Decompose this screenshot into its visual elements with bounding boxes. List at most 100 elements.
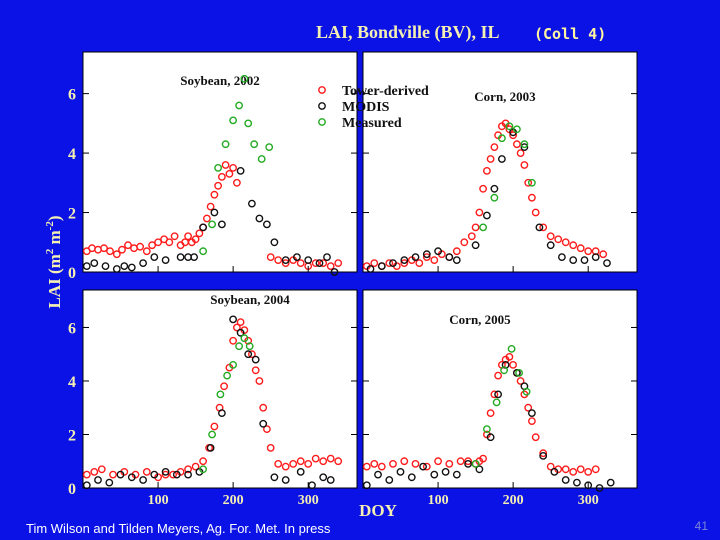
panel-frame-bottom-right bbox=[362, 289, 638, 489]
point-modis bbox=[304, 256, 313, 264]
point-tower-derived bbox=[206, 202, 215, 211]
point-measured bbox=[216, 390, 225, 399]
point-modis bbox=[296, 467, 305, 476]
legend-marker bbox=[318, 102, 326, 110]
point-modis bbox=[259, 419, 268, 428]
point-tower-derived bbox=[220, 382, 229, 391]
point-modis bbox=[558, 253, 566, 262]
point-measured bbox=[208, 430, 217, 439]
point-tower-derived bbox=[304, 459, 313, 468]
point-measured bbox=[245, 342, 254, 351]
point-tower-derived bbox=[509, 360, 517, 369]
point-tower-derived bbox=[389, 459, 397, 468]
point-tower-derived bbox=[456, 457, 465, 466]
point-tower-derived bbox=[289, 459, 298, 468]
point-modis bbox=[464, 459, 472, 468]
point-tower-derived bbox=[334, 457, 343, 466]
point-tower-derived bbox=[191, 462, 200, 471]
panel-frame-bottom-left bbox=[82, 289, 358, 489]
point-tower-derived bbox=[118, 245, 126, 254]
point-tower-derived bbox=[411, 459, 420, 468]
point-tower-derived bbox=[460, 238, 469, 247]
point-tower-derived bbox=[259, 403, 268, 412]
point-measured bbox=[497, 134, 506, 143]
point-tower-derived bbox=[217, 172, 226, 181]
point-modis bbox=[569, 256, 578, 264]
point-modis bbox=[281, 256, 290, 264]
panel-label: Soybean, 2002 bbox=[180, 73, 259, 88]
point-measured bbox=[500, 366, 508, 375]
point-tower-derived bbox=[415, 259, 424, 267]
point-modis bbox=[116, 470, 125, 479]
y-tick-label: 6 bbox=[68, 320, 76, 337]
point-tower-derived bbox=[591, 465, 600, 474]
point-tower-derived bbox=[531, 433, 540, 442]
citation: Tim Wilson and Tilden Meyers, Ag. For. M… bbox=[26, 521, 331, 536]
point-tower-derived bbox=[561, 238, 570, 247]
point-tower-derived bbox=[274, 459, 283, 468]
point-modis bbox=[595, 484, 604, 492]
point-tower-derived bbox=[195, 229, 204, 238]
point-tower-derived bbox=[490, 390, 499, 399]
point-tower-derived bbox=[229, 336, 238, 345]
point-modis bbox=[486, 433, 495, 442]
y-tick-label: 2 bbox=[68, 206, 76, 223]
point-modis bbox=[105, 478, 114, 487]
y-tick-label: 4 bbox=[68, 146, 76, 163]
point-measured bbox=[199, 465, 208, 474]
point-tower-derived bbox=[370, 459, 379, 468]
point-tower-derived bbox=[97, 465, 106, 474]
point-tower-derived bbox=[524, 178, 533, 187]
point-tower-derived bbox=[142, 247, 151, 256]
point-tower-derived bbox=[191, 235, 200, 244]
y-tick-label: 6 bbox=[68, 87, 76, 104]
point-tower-derived bbox=[452, 247, 461, 256]
legend-marker bbox=[318, 86, 326, 94]
point-tower-derived bbox=[531, 208, 540, 217]
point-tower-derived bbox=[362, 462, 371, 471]
point-modis bbox=[244, 350, 253, 359]
point-measured bbox=[528, 178, 536, 187]
point-measured bbox=[235, 342, 244, 351]
point-modis bbox=[389, 259, 397, 267]
point-tower-derived bbox=[154, 238, 163, 247]
point-modis bbox=[90, 259, 99, 267]
y-tick-label: 2 bbox=[68, 427, 76, 444]
point-modis bbox=[434, 247, 442, 256]
point-tower-derived bbox=[184, 232, 193, 241]
point-modis bbox=[411, 253, 420, 262]
point-modis bbox=[561, 476, 570, 484]
point-measured bbox=[250, 140, 259, 149]
point-modis bbox=[150, 470, 159, 479]
point-tower-derived bbox=[516, 377, 525, 385]
point-tower-derived bbox=[296, 457, 305, 466]
point-tower-derived bbox=[169, 470, 178, 479]
point-modis bbox=[139, 476, 148, 484]
point-tower-derived bbox=[184, 465, 193, 474]
x-tick-label: 300 bbox=[578, 493, 599, 508]
point-modis bbox=[475, 465, 484, 474]
panel-label: Corn, 2003 bbox=[474, 89, 536, 104]
point-tower-derived bbox=[513, 140, 521, 149]
point-tower-derived bbox=[221, 161, 230, 169]
point-tower-derived bbox=[311, 454, 320, 463]
point-modis bbox=[407, 473, 416, 482]
legend-label: Measured bbox=[342, 116, 402, 131]
point-modis bbox=[94, 476, 102, 484]
point-tower-derived bbox=[266, 253, 275, 262]
point-modis bbox=[326, 476, 335, 484]
point-modis bbox=[217, 409, 226, 417]
point-modis bbox=[573, 478, 581, 487]
point-tower-derived bbox=[334, 259, 343, 267]
point-modis bbox=[520, 143, 529, 152]
point-tower-derived bbox=[82, 470, 91, 479]
point-tower-derived bbox=[255, 377, 264, 385]
point-tower-derived bbox=[434, 457, 442, 466]
point-modis bbox=[139, 259, 148, 267]
point-modis bbox=[247, 199, 256, 208]
point-measured bbox=[214, 163, 223, 172]
collection-tag: (Coll 4) bbox=[534, 25, 607, 43]
point-tower-derived bbox=[475, 208, 484, 217]
point-tower-derived bbox=[482, 166, 491, 175]
point-tower-derived bbox=[509, 131, 517, 140]
